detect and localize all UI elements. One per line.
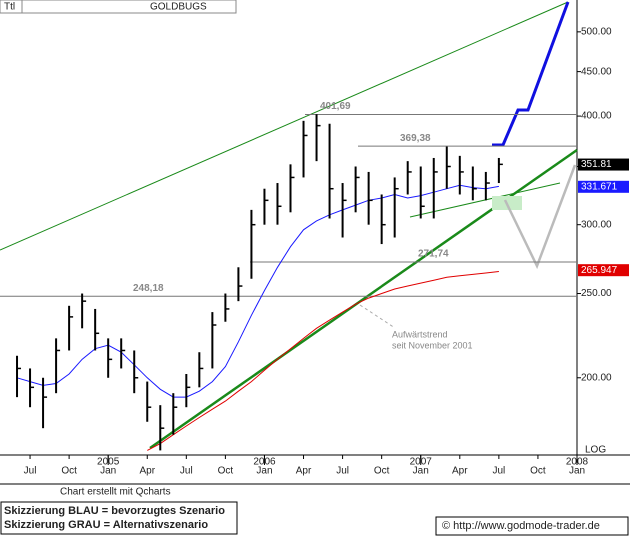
x-tick-label: Jan [100,466,116,477]
chart-title: GOLDBUGS [150,2,207,13]
upper-channel [0,1,569,251]
y-tick-label: 450.00 [581,66,612,77]
x-tick-label: Jul [492,466,505,477]
level-label: 271,74 [418,249,449,260]
x-tick-label: Apr [139,466,155,477]
scale-label: LOG [585,445,606,456]
legend-text: Skizzierung BLAU = bevorzugtes Szenario [4,505,225,517]
annotation-text: Aufwärtstrend [392,329,448,339]
blue-scenario [492,1,570,147]
level-label: 248,18 [133,283,164,294]
x-tick-label: Jul [180,466,193,477]
x-tick-label: Apr [296,466,312,477]
x-tick-label: Jul [24,466,37,477]
grey-scenario [503,164,577,270]
year-label: 2007 [410,457,433,468]
credit: Chart erstellt mit Qcharts [60,487,171,498]
price-flag-label: 331.671 [581,181,618,192]
y-tick-label: 250.00 [581,288,612,299]
x-tick-label: Jan [413,466,429,477]
header-box [0,0,237,14]
annotation-pointer [359,304,396,329]
x-tick-label: Apr [452,466,468,477]
price-flag [578,158,629,171]
y-tick-label: 200.00 [581,372,612,383]
annotation-text: seit November 2001 [392,340,473,350]
year-label: 2008 [566,457,589,468]
price-flag [578,264,629,277]
y-tick-label: 400.00 [581,111,612,122]
x-tick-label: Jul [336,466,349,477]
moving-average [147,271,499,451]
price-flag [578,180,629,193]
copyright: © http://www.godmode-trader.de [442,520,600,532]
x-tick-label: Oct [61,466,77,477]
y-tick-label: 300.00 [581,219,612,230]
y-tick-label: 500.00 [581,26,612,37]
copyright-box [435,516,629,536]
x-tick-label: Oct [374,466,390,477]
plot: 200.00250.00300.00350.00400.00450.00500.… [0,26,629,477]
x-tick-label: Oct [530,466,546,477]
price-flag-label: 351.81 [581,159,612,170]
level-label: 401,69 [320,101,351,112]
x-tick-label: Jan [569,466,585,477]
x-tick-label: Oct [218,466,234,477]
ticker: Ttl [4,2,15,13]
level-label: 369,38 [400,133,431,144]
moving-average [16,184,499,398]
legend-text: Skizzierung GRAU = Alternativszenario [4,519,208,531]
x-tick-label: Jan [256,466,272,477]
year-label: 2005 [97,457,120,468]
price-flag-label: 265.947 [581,265,618,276]
legend-box [0,501,238,535]
year-label: 2006 [253,457,276,468]
